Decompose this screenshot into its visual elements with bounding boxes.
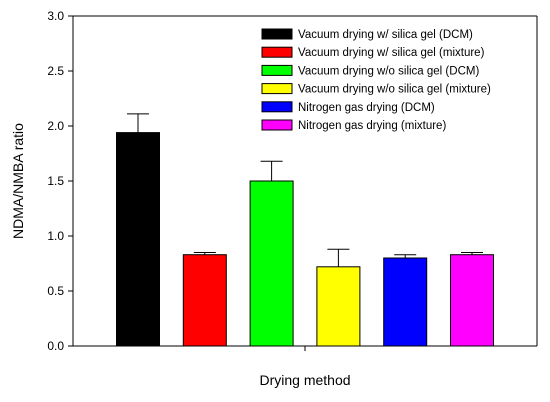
bar (182, 254, 227, 347)
legend-swatch (261, 64, 293, 76)
legend-swatch (261, 46, 293, 58)
legend-label: Nitrogen gas drying (DCM) (298, 102, 435, 114)
y-tick-label: 3.0 (47, 9, 64, 23)
bar (316, 266, 361, 347)
bars (116, 113, 494, 347)
legend-label: Vacuum drying w/o silica gel (DCM) (298, 65, 479, 77)
legend-swatch (261, 101, 293, 113)
bar (249, 180, 294, 347)
y-tick-label: 0.5 (47, 284, 64, 298)
legend-label: Vacuum drying w/o silica gel (mixture) (298, 84, 491, 96)
y-axis-ticks: 0.0 0.5 1.0 1.5 2.0 2.5 3.0 (47, 9, 73, 353)
y-tick-label: 1.5 (47, 174, 64, 188)
bar (383, 257, 428, 347)
bar (450, 254, 494, 347)
bar (116, 132, 160, 347)
legend: Vacuum drying w/ silica gel (DCM) Vacuum … (261, 28, 491, 132)
legend-swatch (261, 83, 293, 95)
legend-label: Vacuum drying w/ silica gel (DCM) (298, 29, 473, 41)
y-axis-label: NDMA/NMBA ratio (10, 123, 26, 239)
y-tick-label: 2.0 (47, 119, 64, 133)
legend-label: Vacuum drying w/ silica gel (mixture) (298, 47, 485, 59)
legend-label: Nitrogen gas drying (mixture) (298, 120, 446, 132)
y-tick-label: 2.5 (47, 64, 64, 78)
x-axis-label: Drying method (259, 372, 350, 388)
y-tick-label: 1.0 (47, 229, 64, 243)
y-tick-label: 0.0 (47, 339, 64, 353)
legend-swatch (261, 28, 293, 40)
legend-swatch (261, 119, 293, 131)
